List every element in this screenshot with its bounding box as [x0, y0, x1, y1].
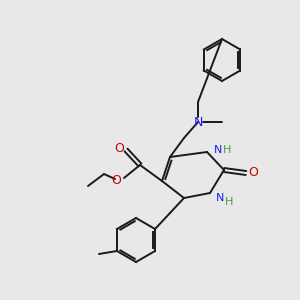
Text: N: N	[193, 116, 203, 128]
Text: H: H	[223, 145, 231, 155]
Text: N: N	[214, 145, 222, 155]
Text: O: O	[111, 173, 121, 187]
Text: O: O	[248, 167, 258, 179]
Text: N: N	[216, 193, 224, 203]
Text: H: H	[225, 197, 233, 207]
Text: O: O	[114, 142, 124, 154]
